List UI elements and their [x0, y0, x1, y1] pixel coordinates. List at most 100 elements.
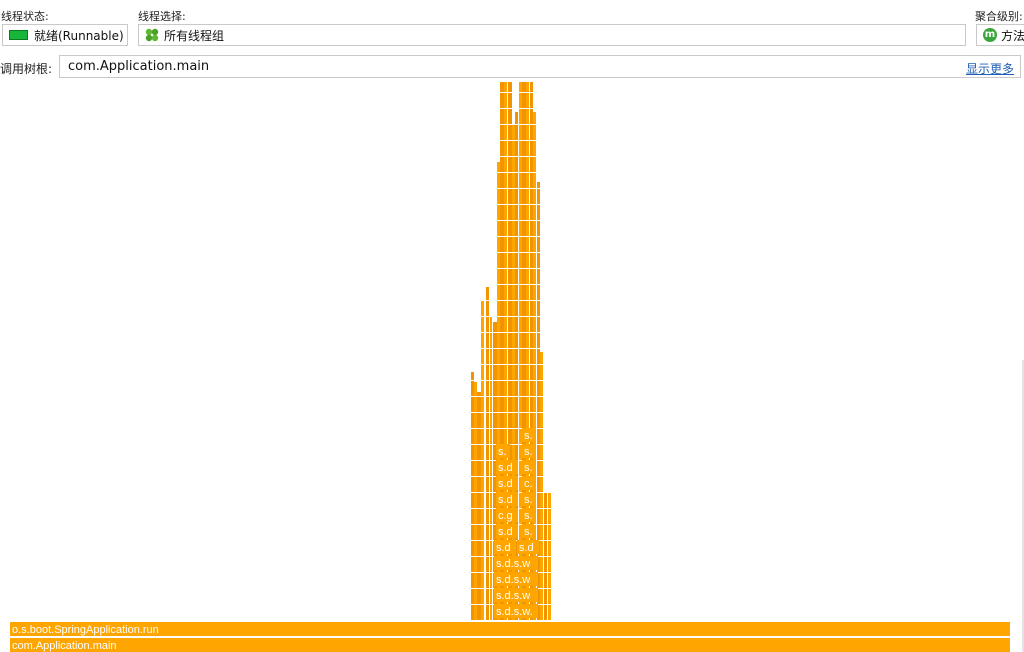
stack-frame[interactable] — [490, 445, 492, 460]
labelled-stack-frame[interactable] — [496, 492, 518, 506]
stack-frame[interactable] — [504, 157, 507, 172]
stack-frame[interactable] — [522, 269, 526, 284]
stack-frame[interactable] — [530, 82, 533, 92]
stack-frame[interactable] — [486, 381, 489, 396]
stack-frame[interactable] — [497, 429, 500, 444]
stack-frame[interactable] — [500, 413, 504, 428]
stack-frame[interactable] — [537, 573, 540, 588]
stack-frame[interactable] — [493, 445, 497, 460]
stack-frame[interactable] — [481, 349, 484, 364]
stack-frame[interactable] — [519, 349, 522, 364]
stack-frame[interactable] — [515, 237, 518, 252]
stack-frame[interactable] — [533, 381, 536, 396]
stack-frame[interactable] — [526, 397, 529, 412]
stack-frame[interactable] — [533, 413, 536, 428]
labelled-stack-frame[interactable] — [496, 476, 518, 490]
stack-frame[interactable] — [537, 349, 540, 364]
stack-frame[interactable] — [540, 461, 543, 476]
stack-frame[interactable] — [522, 173, 526, 188]
stack-frame[interactable] — [512, 365, 515, 380]
stack-frame[interactable] — [512, 445, 515, 460]
stack-frame[interactable] — [512, 429, 515, 444]
stack-frame[interactable] — [548, 525, 551, 540]
stack-frame[interactable] — [497, 365, 500, 380]
stack-frame[interactable] — [504, 237, 507, 252]
stack-frame[interactable] — [512, 349, 515, 364]
stack-frame[interactable] — [519, 93, 522, 108]
stack-frame[interactable] — [474, 509, 477, 524]
stack-frame[interactable] — [477, 429, 481, 444]
stack-frame[interactable] — [508, 349, 512, 364]
stack-frame[interactable] — [537, 525, 540, 540]
stack-frame[interactable] — [471, 429, 474, 444]
stack-frame[interactable] — [490, 541, 492, 556]
stack-frame[interactable] — [515, 317, 518, 332]
stack-frame[interactable] — [497, 285, 500, 300]
labelled-stack-frame[interactable] — [522, 524, 534, 538]
stack-frame[interactable] — [500, 429, 504, 444]
stack-frame[interactable] — [504, 205, 507, 220]
labelled-stack-frame[interactable] — [496, 508, 518, 522]
stack-frame[interactable] — [526, 365, 529, 380]
stack-frame[interactable] — [522, 349, 526, 364]
stack-frame[interactable] — [500, 205, 504, 220]
stack-frame[interactable] — [515, 397, 518, 412]
stack-frame[interactable] — [486, 461, 489, 476]
stack-frame[interactable] — [530, 269, 533, 284]
stack-frame[interactable] — [490, 573, 492, 588]
stack-frame[interactable] — [515, 301, 518, 316]
stack-frame[interactable] — [519, 269, 522, 284]
stack-frame[interactable] — [519, 429, 522, 444]
stack-frame[interactable] — [519, 285, 522, 300]
stack-frame[interactable] — [500, 397, 504, 412]
stack-frame[interactable] — [500, 381, 504, 396]
stack-frame[interactable] — [508, 82, 512, 92]
stack-frame[interactable] — [537, 205, 540, 220]
stack-frame[interactable] — [515, 173, 518, 188]
flame-graph[interactable]: com.Application.main o.s.boot.SpringAppli… — [0, 82, 1024, 652]
stack-frame[interactable] — [515, 445, 518, 460]
stack-frame[interactable] — [481, 573, 484, 588]
stack-frame[interactable] — [540, 525, 543, 540]
stack-frame[interactable] — [481, 493, 484, 508]
stack-frame[interactable] — [497, 253, 500, 268]
stack-frame[interactable] — [474, 573, 477, 588]
stack-frame[interactable] — [530, 93, 533, 108]
stack-frame[interactable] — [504, 109, 507, 124]
stack-frame[interactable] — [526, 301, 529, 316]
stack-frame[interactable] — [474, 605, 477, 620]
stack-frame[interactable] — [490, 461, 492, 476]
stack-frame[interactable] — [508, 301, 512, 316]
stack-frame[interactable] — [526, 317, 529, 332]
stack-frame[interactable] — [522, 397, 526, 412]
stack-frame[interactable] — [504, 397, 507, 412]
stack-frame[interactable] — [474, 413, 477, 428]
stack-frame[interactable] — [519, 125, 522, 140]
stack-frame[interactable] — [537, 269, 540, 284]
stack-frame[interactable] — [537, 285, 540, 300]
stack-frame[interactable] — [500, 125, 504, 140]
stack-frame[interactable] — [526, 125, 529, 140]
stack-frame[interactable] — [493, 333, 497, 348]
stack-frame[interactable] — [504, 429, 507, 444]
stack-frame[interactable] — [526, 189, 529, 204]
stack-frame[interactable] — [522, 82, 526, 92]
stack-frame[interactable] — [512, 205, 515, 220]
stack-frame[interactable] — [471, 525, 474, 540]
stack-frame[interactable] — [504, 125, 507, 140]
root-frame-main[interactable] — [10, 638, 1010, 652]
stack-frame[interactable] — [530, 125, 533, 140]
stack-frame[interactable] — [486, 287, 489, 300]
stack-frame[interactable] — [490, 509, 492, 524]
stack-frame[interactable] — [533, 397, 536, 412]
stack-frame[interactable] — [522, 253, 526, 268]
stack-frame[interactable] — [515, 157, 518, 172]
stack-frame[interactable] — [512, 301, 515, 316]
stack-frame[interactable] — [486, 605, 489, 620]
stack-frame[interactable] — [474, 541, 477, 556]
labelled-stack-frame[interactable] — [517, 540, 539, 554]
stack-frame[interactable] — [519, 189, 522, 204]
stack-frame[interactable] — [530, 333, 533, 348]
stack-frame[interactable] — [500, 109, 504, 124]
stack-frame[interactable] — [477, 541, 481, 556]
